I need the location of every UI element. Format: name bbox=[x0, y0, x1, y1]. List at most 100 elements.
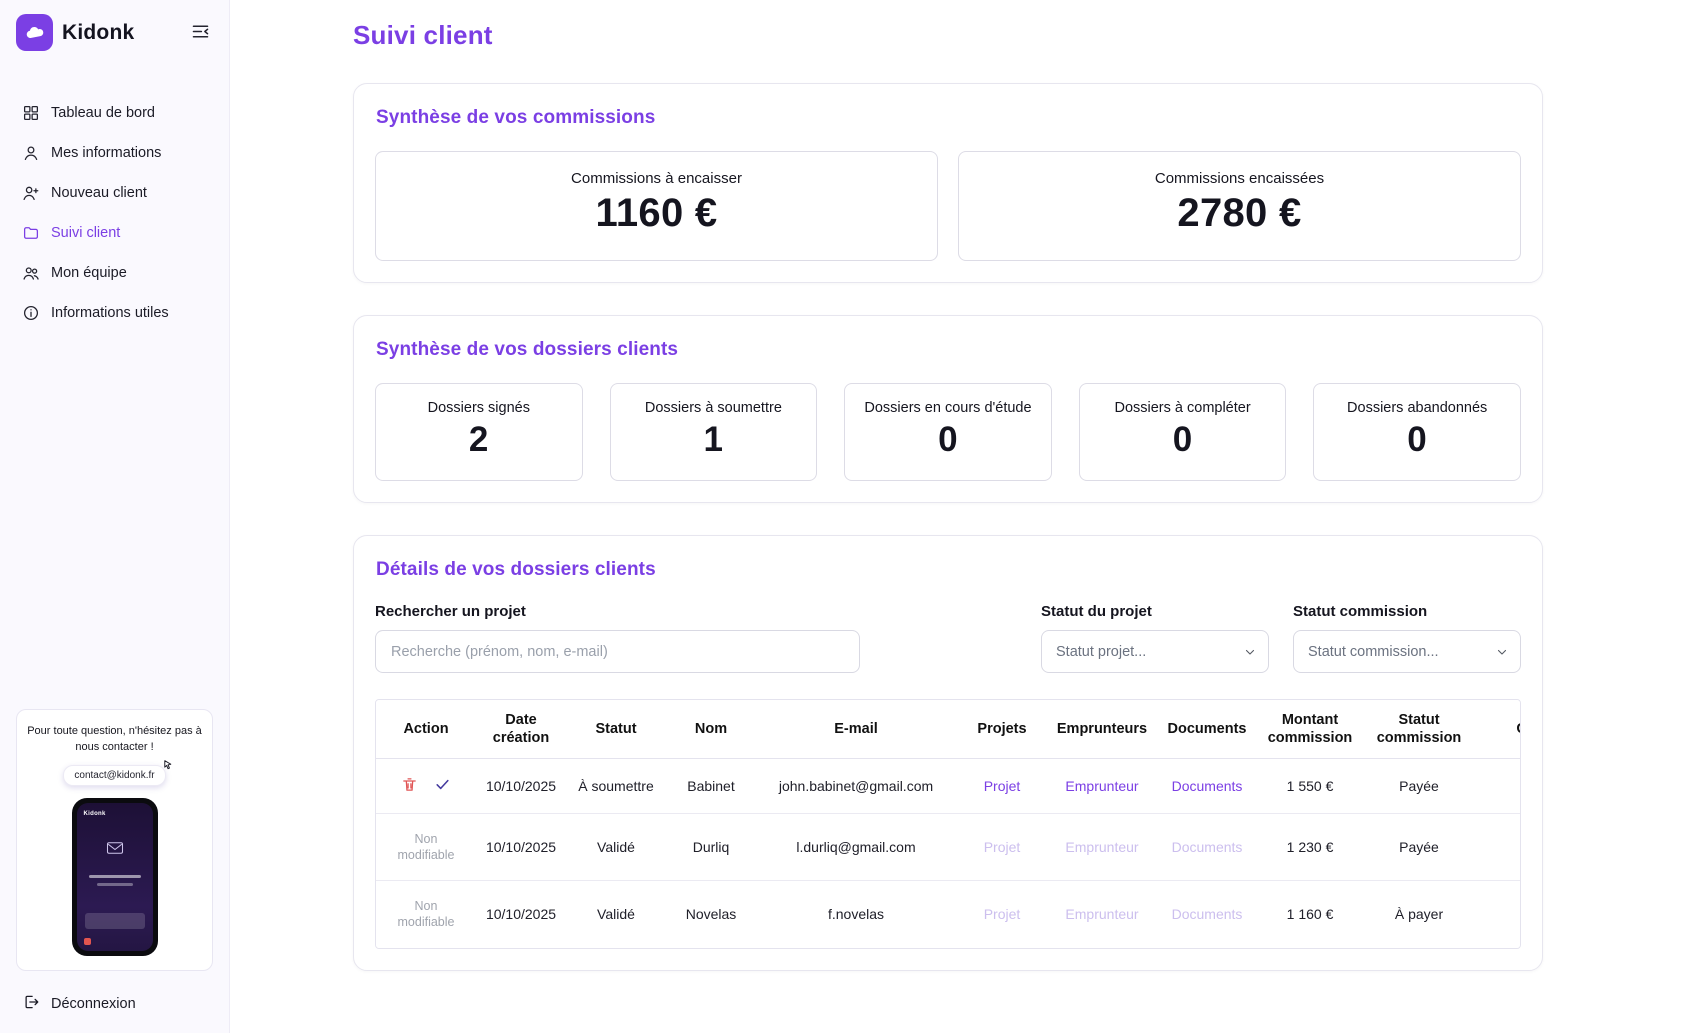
stat-dossiers-abandonnes: Dossiers abandonnés 0 bbox=[1313, 383, 1521, 481]
sidebar-item-tableau-de-bord[interactable]: Tableau de bord bbox=[16, 97, 213, 129]
cell-date-creation: 10/10/2025 bbox=[476, 813, 566, 881]
stat-label: Commissions encaissées bbox=[1154, 170, 1325, 187]
contact-email-badge[interactable]: contact@kidonk.fr bbox=[63, 765, 166, 786]
folder-icon bbox=[22, 224, 40, 242]
stat-label: Dossiers abandonnés bbox=[1347, 400, 1488, 416]
search-input[interactable] bbox=[375, 630, 860, 673]
main-content: Suivi client Synthèse de vos commissions… bbox=[230, 0, 1685, 1033]
details-section: Détails de vos dossiers clients Recherch… bbox=[353, 535, 1543, 971]
col-header-documents: Documents bbox=[1156, 700, 1258, 759]
sidebar-item-mon-equipe[interactable]: Mon équipe bbox=[16, 257, 213, 289]
sidebar-item-informations-utiles[interactable]: Informations utiles bbox=[16, 297, 213, 329]
stat-label: Dossiers signés bbox=[427, 400, 530, 416]
col-header-statut: Statut bbox=[566, 700, 666, 759]
filters-bar: Rechercher un projet Statut du projet St… bbox=[375, 603, 1521, 673]
table-row: Non modifiable 10/10/2025 Validé Durliq … bbox=[376, 813, 1520, 881]
delete-button[interactable] bbox=[401, 776, 418, 796]
emprunteur-link: Emprunteur bbox=[1065, 906, 1139, 923]
cell-email: f.novelas bbox=[756, 880, 956, 948]
commission-status-value: Statut commission... bbox=[1308, 643, 1439, 660]
projet-link[interactable]: Projet bbox=[983, 777, 1021, 794]
stat-label: Dossiers à compléter bbox=[1114, 400, 1251, 416]
non-modifiable-label: Non modifiable bbox=[397, 899, 455, 930]
search-filter: Rechercher un projet bbox=[375, 603, 860, 673]
stat-label: Commissions à encaisser bbox=[571, 170, 742, 187]
table-header-row: Action Date création Statut Nom E-mail P… bbox=[376, 700, 1520, 759]
team-icon bbox=[22, 264, 40, 282]
phone-screen: Kidonk bbox=[76, 803, 153, 951]
col-header-truncated: Co bbox=[1476, 700, 1520, 759]
sidebar-item-label: Tableau de bord bbox=[51, 105, 155, 121]
cell-email: john.babinet@gmail.com bbox=[756, 758, 956, 814]
stat-value: 2 bbox=[468, 420, 489, 459]
stat-value: 0 bbox=[938, 420, 958, 459]
sidebar-item-label: Mon équipe bbox=[51, 265, 127, 281]
col-header-nom: Nom bbox=[666, 700, 756, 759]
cell-montant-commission: 1 550 € bbox=[1258, 758, 1362, 814]
table-row: 10/10/2025 À soumettre Babinet john.babi… bbox=[376, 758, 1520, 814]
stat-value: 1 bbox=[703, 420, 724, 459]
emprunteur-link[interactable]: Emprunteur bbox=[1065, 777, 1139, 794]
logout-icon bbox=[22, 993, 40, 1015]
stat-value: 0 bbox=[1407, 420, 1428, 459]
sidebar-item-suivi-client[interactable]: Suivi client bbox=[16, 217, 213, 249]
chevron-down-icon bbox=[1244, 646, 1256, 658]
stat-dossiers-a-completer: Dossiers à compléter 0 bbox=[1078, 383, 1287, 481]
stat-dossiers-signes: Dossiers signés 2 bbox=[375, 383, 583, 481]
commissions-section: Synthèse de vos commissions Commissions … bbox=[353, 83, 1543, 283]
search-label: Rechercher un projet bbox=[375, 603, 526, 620]
project-status-filter: Statut du projet Statut projet... bbox=[1041, 603, 1269, 673]
logout-button[interactable]: Déconnexion bbox=[16, 989, 213, 1019]
sidebar-item-label: Informations utiles bbox=[51, 305, 169, 321]
collapse-menu-icon bbox=[190, 21, 211, 45]
projet-link: Projet bbox=[983, 838, 1021, 855]
cell-statut-commission: À payer bbox=[1362, 880, 1476, 948]
col-header-emprunteurs: Emprunteurs bbox=[1048, 700, 1156, 759]
commission-status-label: Statut commission bbox=[1293, 603, 1428, 620]
dossiers-section-title: Synthèse de vos dossiers clients bbox=[376, 339, 679, 360]
cell-nom: Babinet bbox=[666, 758, 756, 814]
cell-date-creation: 10/10/2025 bbox=[476, 758, 566, 814]
cursor-icon bbox=[161, 758, 174, 776]
documents-link: Documents bbox=[1171, 906, 1243, 923]
col-header-montant-commission: Montant commission bbox=[1258, 700, 1362, 759]
cell-date-creation: 10/10/2025 bbox=[476, 880, 566, 948]
sidebar-item-nouveau-client[interactable]: Nouveau client bbox=[16, 177, 213, 209]
cell-montant-commission: 1 160 € bbox=[1258, 880, 1362, 948]
cell-nom: Novelas bbox=[666, 880, 756, 948]
contact-card: Pour toute question, n'hésitez pas à nou… bbox=[16, 709, 213, 971]
page-title: Suivi client bbox=[353, 20, 493, 50]
logout-label: Déconnexion bbox=[51, 996, 136, 1012]
cell-nom: Durliq bbox=[666, 813, 756, 881]
col-header-date-creation: Date création bbox=[476, 700, 566, 759]
stat-dossiers-en-cours-etude: Dossiers en cours d'étude 0 bbox=[844, 383, 1052, 481]
sidebar-item-label: Suivi client bbox=[51, 225, 121, 241]
cell-statut: Validé bbox=[566, 813, 666, 881]
sidebar-item-label: Nouveau client bbox=[51, 185, 147, 201]
documents-link[interactable]: Documents bbox=[1171, 777, 1243, 794]
cell-statut: À soumettre bbox=[566, 758, 666, 814]
commission-status-filter: Statut commission Statut commission... bbox=[1293, 603, 1521, 673]
sidebar-item-label: Mes informations bbox=[51, 145, 162, 161]
sidebar-item-mes-informations[interactable]: Mes informations bbox=[16, 137, 213, 169]
cell-montant-commission: 1 230 € bbox=[1258, 813, 1362, 881]
dossiers-table: Action Date création Statut Nom E-mail P… bbox=[375, 699, 1521, 949]
dashboard-icon bbox=[22, 104, 40, 122]
validate-button[interactable] bbox=[434, 776, 451, 796]
col-header-projets: Projets bbox=[956, 700, 1048, 759]
kidonk-logo-icon bbox=[16, 14, 53, 51]
dossiers-section: Synthèse de vos dossiers clients Dossier… bbox=[353, 315, 1543, 503]
brand-name: Kidonk bbox=[62, 20, 135, 44]
project-status-select[interactable]: Statut projet... bbox=[1041, 630, 1269, 673]
sidebar-collapse-button[interactable] bbox=[188, 19, 213, 47]
info-icon bbox=[22, 304, 40, 322]
stat-value: 1160 € bbox=[595, 191, 718, 235]
phone-accent-dot bbox=[83, 938, 91, 945]
stat-label: Dossiers à soumettre bbox=[644, 400, 782, 416]
commission-status-select[interactable]: Statut commission... bbox=[1293, 630, 1521, 673]
stat-commissions-a-encaisser: Commissions à encaisser 1160 € bbox=[375, 151, 938, 261]
table-row: Non modifiable 10/10/2025 Validé Novelas… bbox=[376, 880, 1520, 948]
col-header-statut-commission: Statut commission bbox=[1362, 700, 1476, 759]
cell-statut-commission: Payée bbox=[1362, 758, 1476, 814]
